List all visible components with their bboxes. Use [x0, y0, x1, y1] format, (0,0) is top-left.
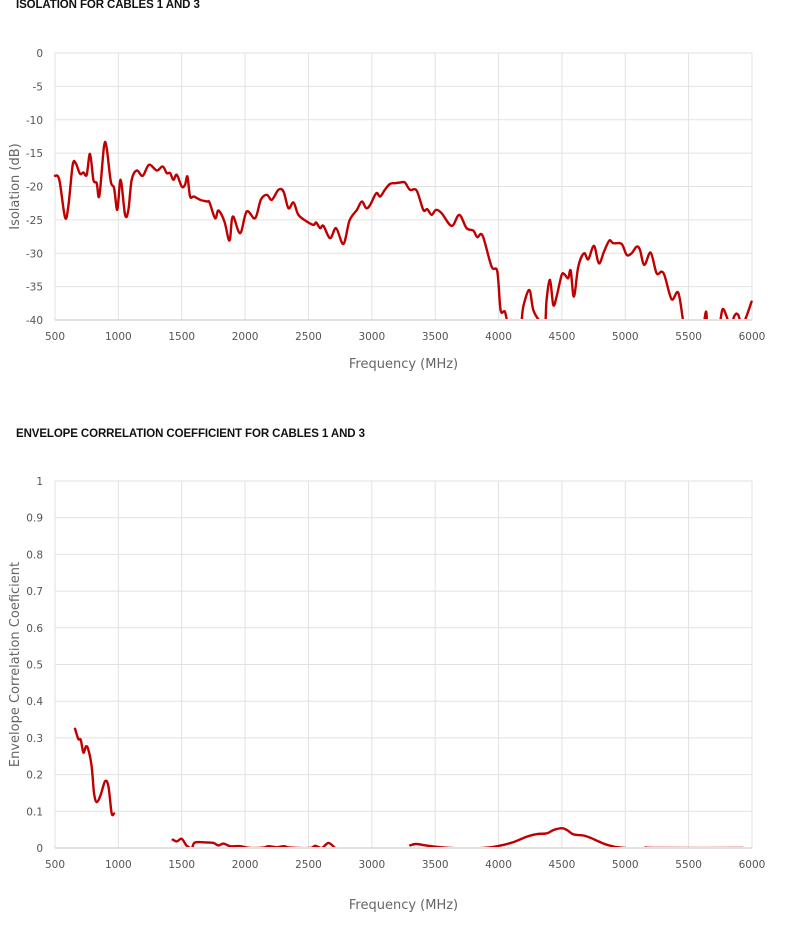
x-tick-label: 6000 [739, 331, 766, 343]
x-axis-label: Frequency (MHz) [349, 357, 458, 372]
series-line [409, 827, 626, 847]
y-tick-label: 0.6 [26, 623, 43, 635]
y-axis-label: Isolation (dB) [8, 143, 23, 230]
y-tick-label: -25 [26, 215, 43, 227]
y-axis-label: Envelope Correlation Coeficient [8, 562, 23, 767]
x-tick-label: 1500 [168, 331, 195, 343]
x-tick-label: 4500 [549, 859, 576, 871]
x-tick-label: 5000 [612, 331, 639, 343]
x-tick-label: 500 [45, 859, 65, 871]
x-tick-label: 3000 [358, 859, 385, 871]
y-tick-label: 0.9 [26, 513, 43, 525]
x-tick-label: 5000 [612, 859, 639, 871]
ecc-chart-title: ENVELOPE CORRELATION COEFFICIENT FOR CAB… [16, 428, 365, 440]
x-tick-label: 1000 [105, 331, 132, 343]
y-tick-label: -10 [26, 115, 43, 127]
y-tick-label: 0.8 [26, 549, 43, 561]
y-tick-label: -35 [26, 282, 43, 294]
x-tick-label: 3500 [422, 331, 449, 343]
y-tick-label: 0.2 [26, 770, 43, 782]
y-tick-label: 0 [36, 843, 43, 855]
x-tick-label: 1000 [105, 859, 132, 871]
y-tick-label: 0.4 [26, 696, 43, 708]
y-tick-label: -5 [33, 81, 43, 93]
x-tick-label: 5500 [675, 859, 702, 871]
x-tick-label: 2000 [232, 859, 259, 871]
x-tick-label: 4000 [485, 331, 512, 343]
y-tick-label: 1 [36, 476, 43, 488]
y-tick-label: 0 [36, 48, 43, 60]
x-tick-label: 4000 [485, 859, 512, 871]
isolation-chart-title: ISOLATION FOR CABLES 1 AND 3 [16, 0, 200, 11]
series-line [73, 727, 116, 817]
series-line [53, 140, 753, 319]
x-tick-label: 3000 [358, 331, 385, 343]
x-tick-label: 2500 [295, 331, 322, 343]
x-tick-label: 6000 [739, 859, 766, 871]
x-axis-label: Frequency (MHz) [349, 898, 458, 913]
x-tick-label: 4500 [549, 331, 576, 343]
y-tick-label: -30 [26, 248, 43, 260]
x-tick-label: 3500 [422, 859, 449, 871]
y-tick-label: -15 [26, 148, 43, 160]
x-tick-label: 5500 [675, 331, 702, 343]
y-tick-label: 0.1 [26, 806, 43, 818]
y-tick-label: 0.5 [26, 660, 43, 672]
y-tick-label: -40 [26, 315, 43, 327]
y-tick-label: 0.3 [26, 733, 43, 745]
x-tick-label: 1500 [168, 859, 195, 871]
x-tick-label: 2000 [232, 331, 259, 343]
x-tick-label: 2500 [295, 859, 322, 871]
x-tick-label: 500 [45, 331, 65, 343]
y-tick-label: 0.7 [26, 586, 43, 598]
series-line [171, 837, 336, 847]
y-tick-label: -20 [26, 182, 43, 194]
